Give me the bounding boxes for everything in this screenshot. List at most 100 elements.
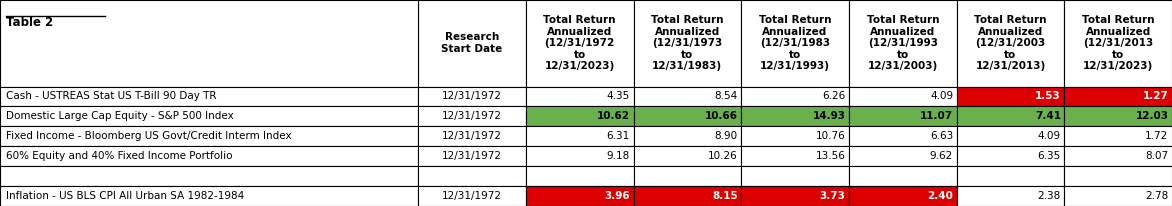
FancyBboxPatch shape	[526, 166, 634, 186]
Text: 3.96: 3.96	[605, 191, 631, 201]
FancyBboxPatch shape	[418, 146, 526, 166]
Text: 9.62: 9.62	[929, 151, 953, 161]
FancyBboxPatch shape	[634, 0, 741, 87]
FancyBboxPatch shape	[956, 146, 1064, 166]
FancyBboxPatch shape	[526, 186, 634, 206]
FancyBboxPatch shape	[0, 87, 418, 107]
FancyBboxPatch shape	[1064, 166, 1172, 186]
Text: 7.41: 7.41	[1035, 111, 1061, 121]
Text: 10.66: 10.66	[704, 111, 737, 121]
FancyBboxPatch shape	[526, 87, 634, 107]
Text: 6.63: 6.63	[929, 131, 953, 141]
FancyBboxPatch shape	[956, 186, 1064, 206]
Text: 1.72: 1.72	[1145, 131, 1168, 141]
FancyBboxPatch shape	[1064, 87, 1172, 107]
Text: 6.26: 6.26	[822, 91, 845, 102]
Text: 12.03: 12.03	[1136, 111, 1168, 121]
Text: 12/31/1972: 12/31/1972	[442, 91, 502, 102]
FancyBboxPatch shape	[956, 0, 1064, 87]
Text: Table 2: Table 2	[6, 16, 53, 29]
FancyBboxPatch shape	[1064, 126, 1172, 146]
FancyBboxPatch shape	[956, 107, 1064, 126]
FancyBboxPatch shape	[1064, 0, 1172, 87]
Text: 1.53: 1.53	[1035, 91, 1061, 102]
FancyBboxPatch shape	[418, 87, 526, 107]
Text: 12/31/1972: 12/31/1972	[442, 131, 502, 141]
FancyBboxPatch shape	[418, 0, 526, 87]
Text: 11.07: 11.07	[920, 111, 953, 121]
Text: 8.15: 8.15	[711, 191, 737, 201]
Text: 12/31/1972: 12/31/1972	[442, 111, 502, 121]
FancyBboxPatch shape	[418, 126, 526, 146]
Text: 3.73: 3.73	[819, 191, 845, 201]
FancyBboxPatch shape	[741, 166, 849, 186]
Text: 8.90: 8.90	[715, 131, 737, 141]
Text: Total Return
Annualized
(12/31/2013
to
12/31/2023): Total Return Annualized (12/31/2013 to 1…	[1082, 15, 1154, 71]
FancyBboxPatch shape	[741, 126, 849, 146]
FancyBboxPatch shape	[526, 0, 634, 87]
Text: Research
Start Date: Research Start Date	[442, 33, 503, 54]
Text: Cash - USTREAS Stat US T-Bill 90 Day TR: Cash - USTREAS Stat US T-Bill 90 Day TR	[6, 91, 217, 102]
Text: 9.18: 9.18	[607, 151, 631, 161]
Text: 13.56: 13.56	[816, 151, 845, 161]
Text: 1.27: 1.27	[1143, 91, 1168, 102]
FancyBboxPatch shape	[849, 146, 956, 166]
Text: Inflation - US BLS CPI All Urban SA 1982-1984: Inflation - US BLS CPI All Urban SA 1982…	[6, 191, 244, 201]
FancyBboxPatch shape	[526, 126, 634, 146]
Text: 10.76: 10.76	[816, 131, 845, 141]
FancyBboxPatch shape	[418, 166, 526, 186]
FancyBboxPatch shape	[849, 107, 956, 126]
Text: 12/31/1972: 12/31/1972	[442, 151, 502, 161]
Text: 2.40: 2.40	[927, 191, 953, 201]
Text: 4.09: 4.09	[1037, 131, 1061, 141]
FancyBboxPatch shape	[634, 166, 741, 186]
FancyBboxPatch shape	[741, 107, 849, 126]
FancyBboxPatch shape	[526, 107, 634, 126]
Text: 2.78: 2.78	[1145, 191, 1168, 201]
FancyBboxPatch shape	[956, 166, 1064, 186]
Text: 14.93: 14.93	[812, 111, 845, 121]
Text: Domestic Large Cap Equity - S&P 500 Index: Domestic Large Cap Equity - S&P 500 Inde…	[6, 111, 233, 121]
Text: 8.07: 8.07	[1145, 151, 1168, 161]
FancyBboxPatch shape	[634, 107, 741, 126]
FancyBboxPatch shape	[849, 126, 956, 146]
Text: Total Return
Annualized
(12/31/1973
to
12/31/1983): Total Return Annualized (12/31/1973 to 1…	[652, 15, 723, 71]
FancyBboxPatch shape	[526, 146, 634, 166]
FancyBboxPatch shape	[741, 186, 849, 206]
Text: Fixed Income - Bloomberg US Govt/Credit Interm Index: Fixed Income - Bloomberg US Govt/Credit …	[6, 131, 292, 141]
FancyBboxPatch shape	[0, 146, 418, 166]
FancyBboxPatch shape	[1064, 146, 1172, 166]
Text: 6.35: 6.35	[1037, 151, 1061, 161]
Text: 8.54: 8.54	[715, 91, 737, 102]
Text: Total Return
Annualized
(12/31/1993
to
12/31/2003): Total Return Annualized (12/31/1993 to 1…	[866, 15, 939, 71]
Text: Total Return
Annualized
(12/31/1983
to
12/31/1993): Total Return Annualized (12/31/1983 to 1…	[758, 15, 831, 71]
Text: 6.31: 6.31	[607, 131, 631, 141]
FancyBboxPatch shape	[849, 166, 956, 186]
Text: 4.35: 4.35	[607, 91, 631, 102]
Text: 60% Equity and 40% Fixed Income Portfolio: 60% Equity and 40% Fixed Income Portfoli…	[6, 151, 232, 161]
Text: 4.09: 4.09	[929, 91, 953, 102]
FancyBboxPatch shape	[634, 146, 741, 166]
FancyBboxPatch shape	[0, 166, 418, 186]
FancyBboxPatch shape	[634, 186, 741, 206]
FancyBboxPatch shape	[1064, 186, 1172, 206]
Text: 12/31/1972: 12/31/1972	[442, 191, 502, 201]
FancyBboxPatch shape	[0, 0, 1172, 87]
FancyBboxPatch shape	[956, 126, 1064, 146]
Text: 2.38: 2.38	[1037, 191, 1061, 201]
FancyBboxPatch shape	[741, 0, 849, 87]
Text: Total Return
Annualized
(12/31/1972
to
12/31/2023): Total Return Annualized (12/31/1972 to 1…	[544, 15, 616, 71]
FancyBboxPatch shape	[849, 0, 956, 87]
FancyBboxPatch shape	[634, 126, 741, 146]
FancyBboxPatch shape	[1064, 107, 1172, 126]
FancyBboxPatch shape	[0, 0, 418, 87]
FancyBboxPatch shape	[418, 186, 526, 206]
FancyBboxPatch shape	[634, 87, 741, 107]
FancyBboxPatch shape	[849, 186, 956, 206]
FancyBboxPatch shape	[0, 186, 418, 206]
FancyBboxPatch shape	[0, 107, 418, 126]
FancyBboxPatch shape	[418, 107, 526, 126]
FancyBboxPatch shape	[849, 87, 956, 107]
Text: Total Return
Annualized
(12/31/2003
to
12/31/2013): Total Return Annualized (12/31/2003 to 1…	[974, 15, 1047, 71]
FancyBboxPatch shape	[741, 146, 849, 166]
